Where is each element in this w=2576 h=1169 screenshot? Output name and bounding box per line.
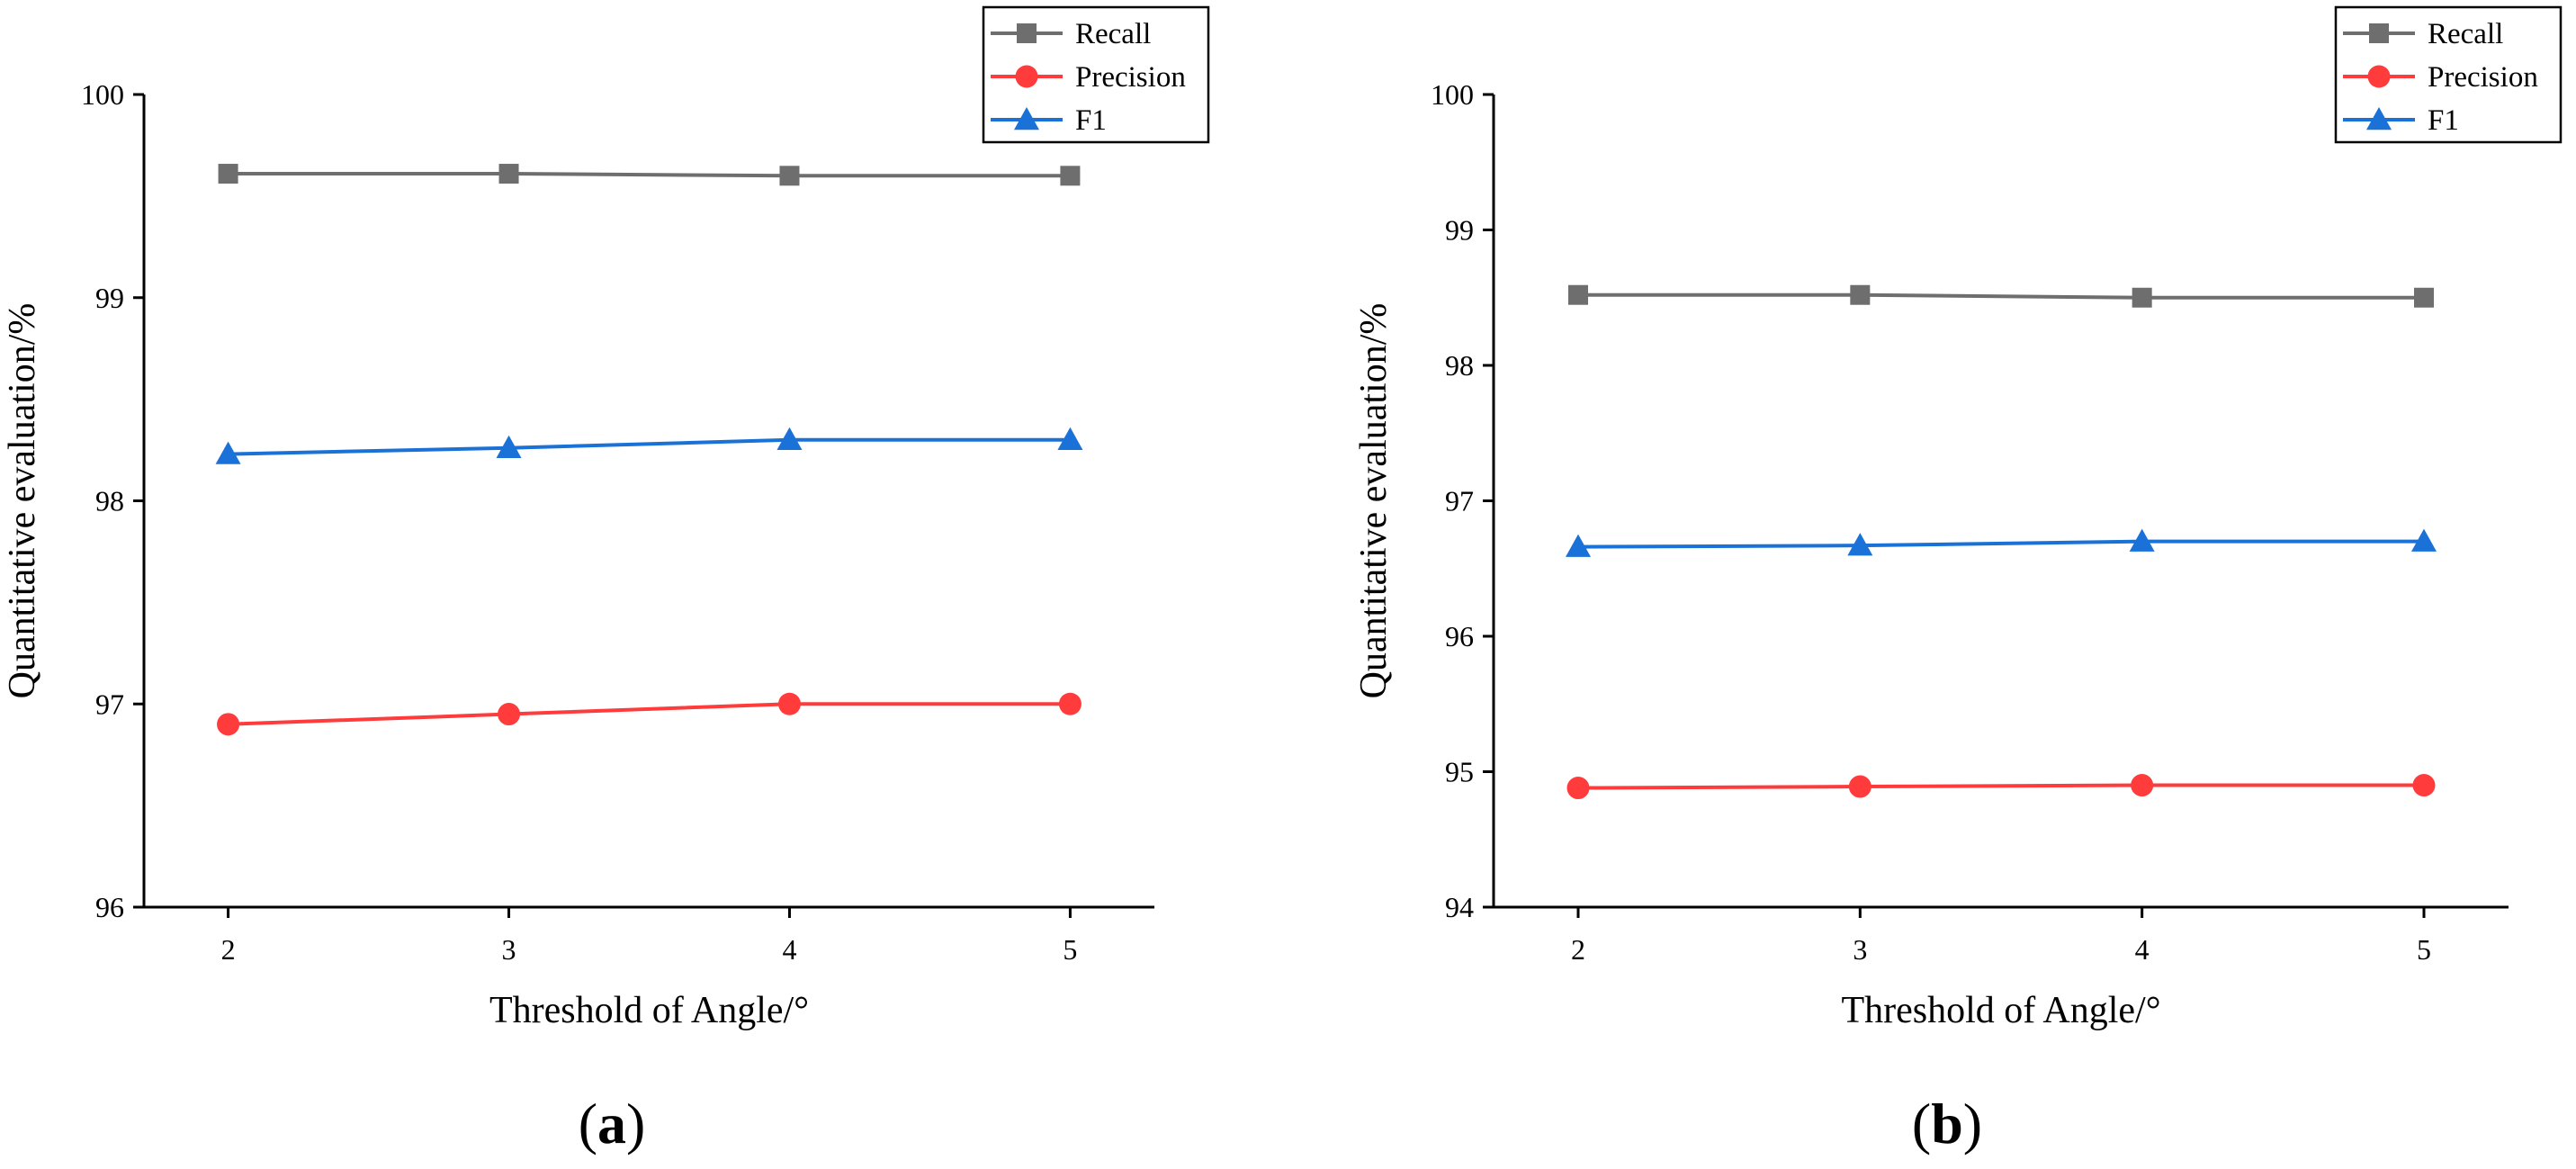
series-line-f1 xyxy=(1577,539,2424,549)
data-point-recall xyxy=(498,164,519,184)
legend-marker-f1 xyxy=(2366,107,2392,130)
data-point-recall xyxy=(1850,284,1871,305)
panel-label: (b) xyxy=(1912,1092,1982,1156)
legend-label-recall: Recall xyxy=(1075,18,1151,50)
panel-label-letter: a xyxy=(597,1092,626,1156)
x-tick-label: 4 xyxy=(782,933,796,966)
panel-label-close-paren: ) xyxy=(1963,1092,1982,1156)
series-line-recall xyxy=(228,172,1071,178)
legend-marker-precision xyxy=(2367,65,2391,88)
y-tick-label: 96 xyxy=(95,891,124,923)
x-tick-label: 2 xyxy=(221,933,236,966)
y-axis-title: Quantitative evaluation/% xyxy=(1353,303,1395,699)
data-point-f1 xyxy=(1847,533,1873,556)
x-tick-label: 2 xyxy=(1571,933,1585,966)
panel-label: (a) xyxy=(579,1092,646,1156)
series-line-f1 xyxy=(228,437,1071,456)
data-point-precision xyxy=(2412,774,2436,797)
legend-label-recall: Recall xyxy=(2428,18,2503,50)
data-point-f1 xyxy=(215,441,241,464)
x-axis-title: Threshold of Angle/° xyxy=(489,990,809,1031)
y-tick-label: 97 xyxy=(1445,485,1474,517)
y-axis-title: Quantitative evaluation/% xyxy=(2,303,43,699)
data-point-f1 xyxy=(1057,427,1083,450)
data-point-recall xyxy=(2414,287,2434,308)
data-point-recall xyxy=(2132,287,2152,308)
legend-marker-precision xyxy=(1015,65,1038,88)
panel-label-open-paren: ( xyxy=(579,1092,597,1156)
legend: Recall Precision F1 xyxy=(982,5,1210,144)
legend-label-precision: Precision xyxy=(1075,61,1186,94)
legend-label-f1: F1 xyxy=(1075,104,1107,137)
y-tick-label: 95 xyxy=(1445,756,1474,788)
legend-marker-recall xyxy=(1017,23,1037,43)
data-point-recall xyxy=(218,164,238,184)
x-tick-label: 3 xyxy=(502,933,516,966)
data-point-precision xyxy=(1848,775,1871,798)
data-point-recall xyxy=(1568,284,1588,305)
data-point-recall xyxy=(1060,166,1081,186)
x-tick-label: 5 xyxy=(2417,933,2431,966)
y-tick-label: 98 xyxy=(1445,349,1474,382)
y-tick-label: 99 xyxy=(1445,214,1474,247)
y-tick-label: 99 xyxy=(95,282,124,314)
legend-label-f1: F1 xyxy=(2428,104,2459,137)
data-point-precision xyxy=(498,703,521,726)
panel-label-open-paren: ( xyxy=(1912,1092,1931,1156)
panel-label-letter: b xyxy=(1931,1092,1963,1156)
data-point-f1 xyxy=(496,435,522,459)
data-point-f1 xyxy=(1566,534,1591,557)
y-tick-label: 97 xyxy=(95,688,124,720)
series-line-precision xyxy=(228,702,1071,726)
series-line-recall xyxy=(1578,292,2424,300)
data-point-f1 xyxy=(2411,528,2437,552)
data-point-precision xyxy=(1566,777,1590,800)
series-line-precision xyxy=(1577,783,2424,790)
y-tick-label: 94 xyxy=(1445,891,1474,923)
legend: Recall Precision F1 xyxy=(2334,5,2563,144)
y-tick-label: 98 xyxy=(95,485,124,517)
legend-marker-f1 xyxy=(1014,107,1039,130)
y-tick-label: 100 xyxy=(1431,78,1474,111)
chart-panel-a: 96 97 98 99 100 2 3 4 5 Threshold of Angle/° Quant… xyxy=(2,5,1210,1156)
panel-label-close-paren: ) xyxy=(626,1092,645,1156)
data-point-f1 xyxy=(2129,528,2155,552)
data-point-precision xyxy=(2131,774,2154,797)
data-point-f1 xyxy=(776,427,803,450)
data-point-precision xyxy=(777,692,801,715)
data-point-precision xyxy=(217,713,240,736)
legend-label-precision: Precision xyxy=(2428,61,2538,94)
y-tick-label: 100 xyxy=(81,78,124,111)
x-tick-label: 5 xyxy=(1063,933,1077,966)
x-tick-label: 3 xyxy=(1853,933,1867,966)
chart-panel-b: 94 95 96 97 98 99 100 2 3 4 5 Threshold of Angle/° Q… xyxy=(1353,5,2563,1156)
data-point-recall xyxy=(779,166,800,186)
y-tick-label: 96 xyxy=(1445,620,1474,652)
data-point-precision xyxy=(1058,692,1082,715)
x-tick-label: 4 xyxy=(2135,933,2150,966)
legend-marker-recall xyxy=(2369,23,2389,43)
x-axis-title: Threshold of Angle/° xyxy=(1841,990,2160,1031)
